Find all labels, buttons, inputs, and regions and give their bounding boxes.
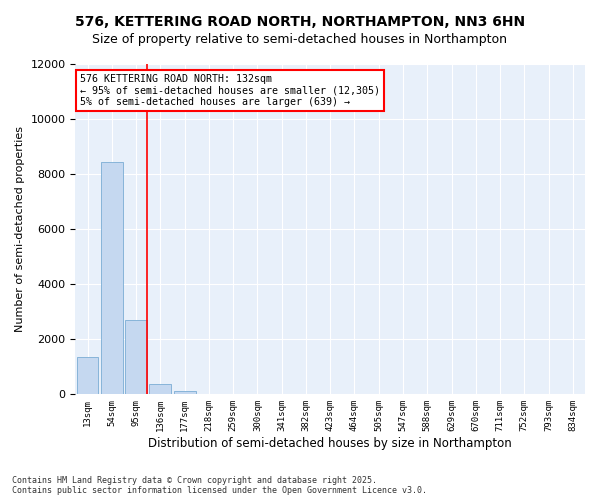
Bar	[149, 384, 171, 394]
Bar	[77, 357, 98, 395]
X-axis label: Distribution of semi-detached houses by size in Northampton: Distribution of semi-detached houses by …	[148, 437, 512, 450]
Bar	[125, 320, 147, 394]
Text: 576 KETTERING ROAD NORTH: 132sqm
← 95% of semi-detached houses are smaller (12,3: 576 KETTERING ROAD NORTH: 132sqm ← 95% o…	[80, 74, 380, 107]
Text: Contains HM Land Registry data © Crown copyright and database right 2025.
Contai: Contains HM Land Registry data © Crown c…	[12, 476, 427, 495]
Text: 576, KETTERING ROAD NORTH, NORTHAMPTON, NN3 6HN: 576, KETTERING ROAD NORTH, NORTHAMPTON, …	[75, 15, 525, 29]
Bar	[101, 162, 123, 394]
Y-axis label: Number of semi-detached properties: Number of semi-detached properties	[15, 126, 25, 332]
Bar	[173, 391, 196, 394]
Text: Size of property relative to semi-detached houses in Northampton: Size of property relative to semi-detach…	[92, 32, 508, 46]
